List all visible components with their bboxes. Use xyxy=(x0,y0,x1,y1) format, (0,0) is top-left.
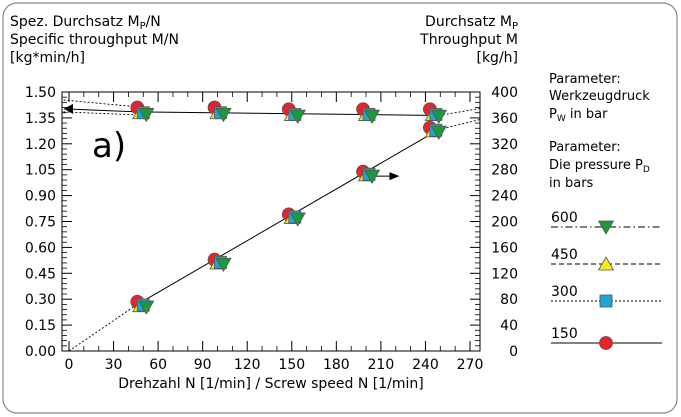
left-tick-label: 0.00 xyxy=(25,344,56,360)
x-tick-label: 30 xyxy=(105,357,123,373)
specific-fit-extension xyxy=(61,111,138,116)
left-tick-label: 1.05 xyxy=(25,163,56,179)
legend-title-en-1: Parameter: xyxy=(549,140,621,155)
x-tick-label: 120 xyxy=(234,357,261,373)
throughput-arrow-head xyxy=(389,172,400,181)
specific-point-600 xyxy=(363,109,381,124)
x-tick-label: 210 xyxy=(368,357,395,373)
legend-title-de-1: Parameter: xyxy=(549,72,621,87)
legend-title-en-2: Die pressure PD xyxy=(549,158,650,175)
legend-marker-150 xyxy=(599,336,613,350)
x-axis-ticks: 0 30 60 90 120 150 180 210 240 270 xyxy=(65,92,484,373)
left-axis-title-en: Specific throughput M/N xyxy=(10,32,179,48)
panel-label: a) xyxy=(92,126,126,166)
right-tick-label: 0 xyxy=(509,344,518,360)
left-tick-label: 1.50 xyxy=(25,85,56,101)
legend-label-600: 600 xyxy=(551,210,578,226)
right-tick-label: 80 xyxy=(500,292,518,308)
x-tick-label: 60 xyxy=(149,357,167,373)
left-axis-ticks: 0.00 0.15 0.30 0.45 0.60 0.75 0.90 1.05 1.20 1.35… xyxy=(25,85,72,360)
specific-point-600 xyxy=(215,108,232,123)
x-tick-label: 270 xyxy=(457,357,484,373)
throughput-point-600 xyxy=(138,300,155,315)
left-tick-label: 1.35 xyxy=(25,111,56,127)
specific-fit-arrow-head xyxy=(64,103,73,114)
legend-label-150: 150 xyxy=(551,326,578,342)
left-tick-label: 0.75 xyxy=(25,215,56,231)
right-tick-label: 160 xyxy=(491,240,518,256)
specific-point-600 xyxy=(430,109,448,124)
legend-label-450: 450 xyxy=(551,247,578,263)
x-axis-label: Drehzahl N [1/min] / Screw speed N [1/mi… xyxy=(118,376,424,392)
right-tick-label: 280 xyxy=(491,163,518,179)
specific-fit-arrow-shaft xyxy=(63,108,138,113)
legend-marker-300 xyxy=(599,294,613,308)
legend-title-en-3: in bars xyxy=(549,176,594,191)
left-tick-label: 0.60 xyxy=(25,240,56,256)
left-axis-title-de: Spez. Durchsatz MP/N xyxy=(10,14,161,32)
specific-point-600 xyxy=(289,109,306,124)
right-axis-ticks: 0 40 80 120 160 200 240 280 320 360 400 xyxy=(470,85,518,360)
right-tick-label: 400 xyxy=(491,85,518,101)
throughput-point-600 xyxy=(363,169,381,184)
specific-fit-extension xyxy=(438,108,481,116)
right-axis-title-en: Throughput M xyxy=(419,32,518,48)
data-markers xyxy=(130,100,448,315)
legend-title-de-2: Werkzeugdruck xyxy=(549,89,650,104)
x-tick-label: 240 xyxy=(412,357,439,373)
throughput-point-600 xyxy=(289,212,306,227)
right-tick-label: 320 xyxy=(491,137,518,153)
right-tick-label: 120 xyxy=(491,266,518,282)
legend-label-300: 300 xyxy=(551,284,578,300)
specific-fit-extension xyxy=(61,99,138,108)
legend-marker-450 xyxy=(597,256,615,271)
throughput-fit-extension xyxy=(438,119,481,130)
left-tick-label: 1.20 xyxy=(25,137,56,153)
x-tick-label: 180 xyxy=(323,357,350,373)
right-axis-unit: [kg/h] xyxy=(476,50,518,66)
throughput-fit-extension xyxy=(68,304,138,352)
left-tick-label: 0.45 xyxy=(25,266,56,282)
left-axis-unit: [kg*min/h] xyxy=(10,50,85,66)
legend: Parameter: Werkzeugdruck PW in bar Param… xyxy=(549,72,662,350)
throughput-point-600 xyxy=(430,125,448,140)
right-tick-label: 240 xyxy=(491,189,518,205)
left-tick-label: 0.30 xyxy=(25,292,56,308)
right-axis-title-de: Durchsatz MP xyxy=(425,14,518,32)
legend-title-de-3: PW in bar xyxy=(549,107,608,124)
legend-items: 600 450 300 150 xyxy=(551,210,662,350)
specific-point-600 xyxy=(138,108,155,123)
legend-marker-600 xyxy=(597,220,615,235)
x-tick-label: 90 xyxy=(194,357,212,373)
right-tick-label: 40 xyxy=(500,318,518,334)
right-tick-label: 360 xyxy=(491,111,518,127)
right-tick-label: 200 xyxy=(491,215,518,231)
x-tick-label: 150 xyxy=(278,357,305,373)
left-tick-label: 0.15 xyxy=(25,318,56,334)
left-tick-label: 0.90 xyxy=(25,189,56,205)
throughput-point-600 xyxy=(215,257,232,273)
x-tick-label: 0 xyxy=(65,357,74,373)
